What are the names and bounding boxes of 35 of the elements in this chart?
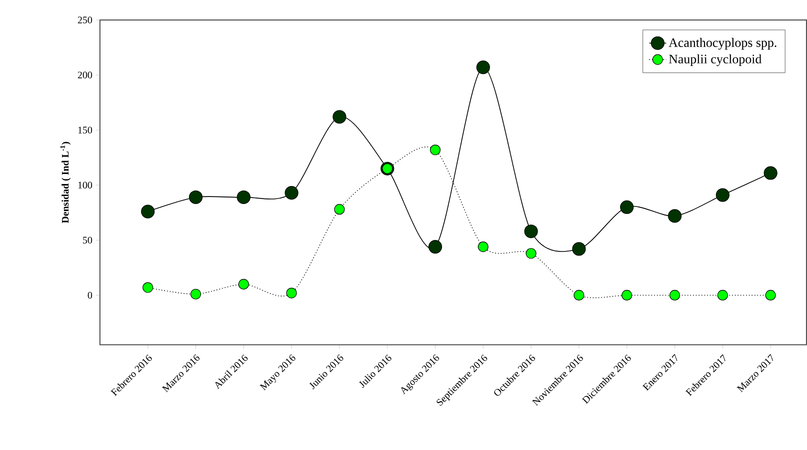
y-tick-label: 150 <box>78 126 92 134</box>
point <box>668 209 682 223</box>
y-tick-label: 0 <box>88 292 92 299</box>
point <box>622 290 632 301</box>
point <box>524 224 538 238</box>
point <box>334 204 345 215</box>
point <box>764 166 778 180</box>
point <box>526 248 536 259</box>
point <box>188 190 203 204</box>
point <box>574 290 584 301</box>
point <box>717 290 728 301</box>
y-tick-label: 100 <box>78 182 92 189</box>
point <box>238 279 249 290</box>
point <box>236 190 250 204</box>
point <box>478 242 488 252</box>
y-tick-label: 200 <box>78 72 92 79</box>
point <box>430 144 441 156</box>
legend-label: Nauplii cyclopoid <box>668 54 762 66</box>
point <box>286 288 297 298</box>
point <box>332 110 346 124</box>
point <box>142 282 154 293</box>
point <box>428 240 442 254</box>
legend-label: Acanthocyplops spp. <box>668 38 776 50</box>
point <box>765 290 776 301</box>
y-tick-label: 50 <box>83 236 92 244</box>
y-axis-title: Densidad ( Ind L$^{-1}$) <box>60 142 71 224</box>
point <box>716 188 730 202</box>
point <box>190 288 202 300</box>
point <box>620 200 634 214</box>
point <box>572 242 586 256</box>
y-tick-label: 250 <box>78 16 92 24</box>
point <box>284 186 298 200</box>
point <box>669 290 680 301</box>
point <box>476 60 490 74</box>
point <box>141 204 155 218</box>
